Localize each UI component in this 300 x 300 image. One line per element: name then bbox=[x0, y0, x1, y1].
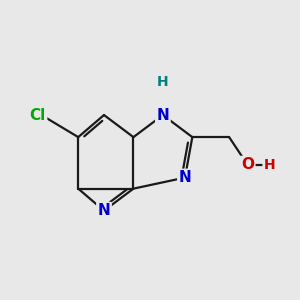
Text: H: H bbox=[264, 158, 275, 172]
Text: N: N bbox=[98, 203, 110, 218]
Text: Cl: Cl bbox=[30, 107, 46, 122]
Text: N: N bbox=[178, 170, 191, 185]
Text: N: N bbox=[157, 107, 169, 122]
Text: O: O bbox=[241, 157, 254, 172]
Text: H: H bbox=[157, 75, 169, 89]
